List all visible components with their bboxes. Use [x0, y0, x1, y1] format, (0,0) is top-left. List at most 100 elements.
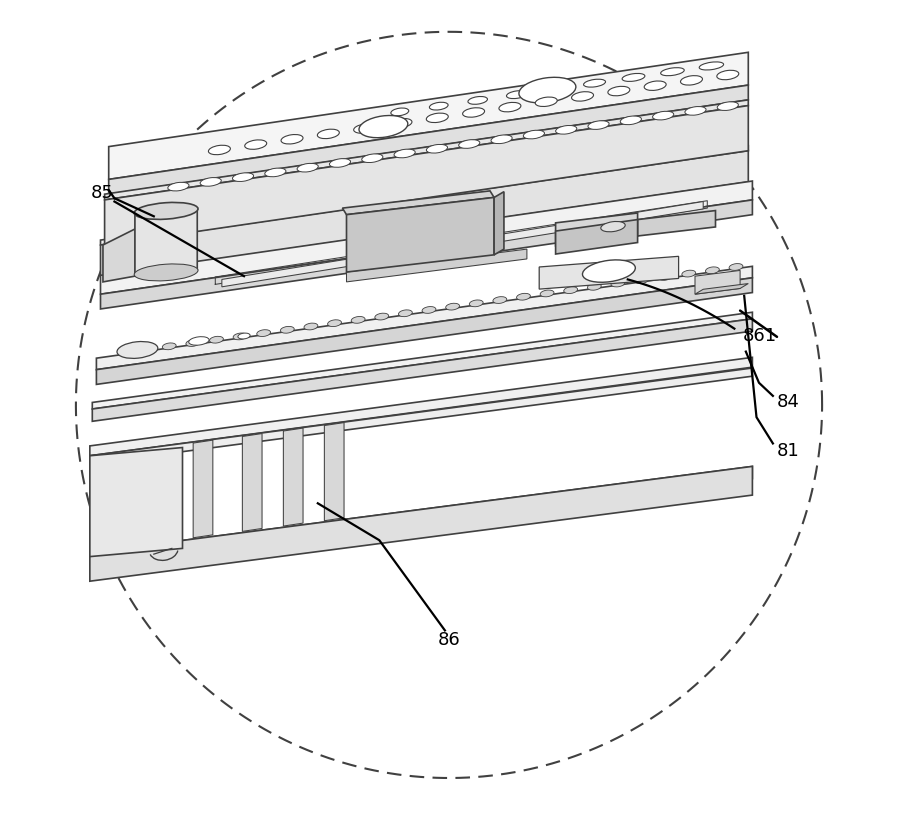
Polygon shape: [242, 434, 262, 532]
Ellipse shape: [233, 333, 247, 341]
Ellipse shape: [328, 320, 341, 327]
Ellipse shape: [524, 131, 544, 140]
Polygon shape: [342, 192, 494, 215]
Ellipse shape: [718, 102, 738, 111]
Ellipse shape: [168, 183, 189, 192]
Ellipse shape: [556, 126, 577, 135]
Ellipse shape: [209, 337, 224, 344]
Ellipse shape: [601, 222, 625, 233]
Polygon shape: [90, 358, 753, 456]
Polygon shape: [284, 428, 303, 527]
Polygon shape: [347, 250, 527, 283]
Polygon shape: [90, 467, 753, 581]
Ellipse shape: [390, 120, 412, 129]
Polygon shape: [92, 313, 753, 410]
Polygon shape: [101, 182, 753, 295]
Ellipse shape: [427, 114, 448, 124]
Polygon shape: [96, 278, 753, 385]
Polygon shape: [103, 210, 179, 283]
Ellipse shape: [399, 310, 412, 317]
Polygon shape: [695, 271, 740, 295]
Ellipse shape: [354, 124, 375, 134]
Ellipse shape: [138, 346, 153, 354]
Ellipse shape: [491, 136, 512, 144]
Polygon shape: [101, 147, 748, 246]
Ellipse shape: [729, 265, 743, 271]
Polygon shape: [324, 423, 344, 521]
Text: 85: 85: [91, 183, 113, 201]
Polygon shape: [347, 198, 494, 273]
Ellipse shape: [541, 291, 554, 297]
Polygon shape: [135, 209, 198, 275]
Ellipse shape: [200, 179, 221, 187]
Polygon shape: [556, 220, 638, 255]
Ellipse shape: [330, 160, 350, 168]
Polygon shape: [135, 209, 142, 275]
Ellipse shape: [583, 260, 635, 283]
Text: 81: 81: [777, 441, 800, 459]
Polygon shape: [539, 257, 679, 290]
Ellipse shape: [297, 164, 318, 173]
Ellipse shape: [186, 340, 199, 347]
Polygon shape: [92, 319, 753, 422]
Ellipse shape: [459, 141, 480, 149]
Ellipse shape: [584, 80, 605, 88]
Polygon shape: [90, 369, 753, 464]
Ellipse shape: [117, 342, 158, 359]
Polygon shape: [494, 192, 504, 256]
Ellipse shape: [545, 86, 566, 93]
Ellipse shape: [622, 75, 645, 83]
Ellipse shape: [429, 103, 448, 111]
Polygon shape: [193, 441, 213, 538]
Polygon shape: [104, 101, 748, 201]
Ellipse shape: [519, 78, 576, 104]
Polygon shape: [104, 106, 748, 246]
Polygon shape: [96, 267, 753, 370]
Ellipse shape: [374, 314, 389, 320]
Ellipse shape: [535, 98, 557, 107]
Text: 861: 861: [743, 327, 777, 345]
Ellipse shape: [621, 117, 641, 125]
Ellipse shape: [281, 135, 303, 145]
Ellipse shape: [422, 307, 436, 314]
Ellipse shape: [685, 107, 706, 116]
Ellipse shape: [280, 327, 295, 334]
Ellipse shape: [245, 141, 267, 150]
Text: 86: 86: [437, 630, 461, 648]
Ellipse shape: [700, 63, 724, 71]
Ellipse shape: [499, 103, 521, 113]
Ellipse shape: [588, 121, 609, 130]
Ellipse shape: [608, 88, 629, 97]
Ellipse shape: [163, 343, 176, 351]
Ellipse shape: [208, 146, 231, 156]
Polygon shape: [90, 448, 182, 557]
Ellipse shape: [564, 287, 577, 294]
Polygon shape: [101, 152, 748, 277]
Ellipse shape: [304, 324, 318, 331]
Polygon shape: [556, 214, 638, 247]
Ellipse shape: [706, 268, 719, 274]
Ellipse shape: [317, 130, 339, 139]
Ellipse shape: [394, 150, 415, 159]
Ellipse shape: [653, 112, 674, 120]
Ellipse shape: [257, 330, 270, 337]
Ellipse shape: [351, 317, 365, 324]
Ellipse shape: [391, 109, 409, 116]
Ellipse shape: [238, 333, 251, 340]
Ellipse shape: [682, 271, 696, 278]
Ellipse shape: [362, 155, 383, 163]
Ellipse shape: [233, 174, 253, 183]
Ellipse shape: [265, 169, 286, 178]
Ellipse shape: [470, 301, 483, 307]
Ellipse shape: [359, 116, 408, 138]
Ellipse shape: [644, 82, 666, 92]
Ellipse shape: [189, 337, 209, 346]
Ellipse shape: [681, 76, 702, 86]
Ellipse shape: [516, 294, 531, 301]
Polygon shape: [101, 201, 753, 310]
Ellipse shape: [493, 297, 506, 304]
Ellipse shape: [445, 304, 460, 310]
Polygon shape: [109, 86, 748, 195]
Ellipse shape: [468, 97, 488, 105]
Ellipse shape: [506, 92, 527, 99]
